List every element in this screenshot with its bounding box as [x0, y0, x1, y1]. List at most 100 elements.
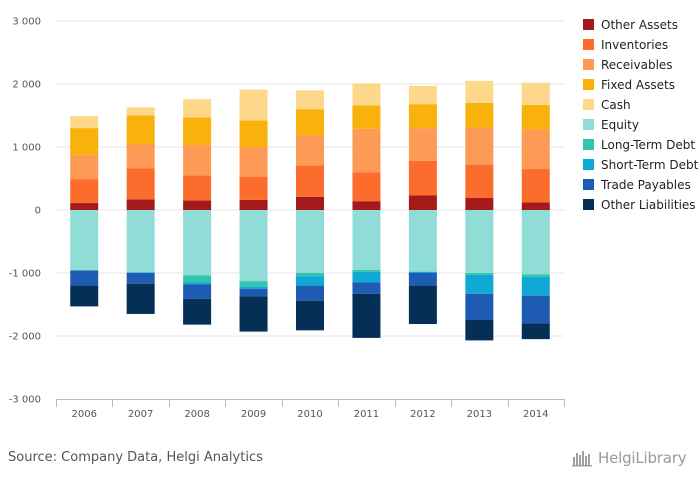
- bar-segment-equity-2006: [70, 210, 99, 271]
- legend-item-long-term-debt[interactable]: Long-Term Debt: [583, 138, 695, 152]
- bar-segment-short-term-debt-2008: [183, 282, 212, 285]
- bar-segment-fixed-assets-2008: [183, 117, 212, 146]
- bar-segment-trade-payables-2008: [183, 284, 212, 299]
- bar-segment-inventories-2009: [239, 176, 268, 200]
- bar-segment-other-assets-2011: [352, 201, 381, 210]
- bar-segment-inventories-2007: [126, 168, 155, 200]
- y-tick-label: 3 000: [12, 17, 41, 28]
- bar-segment-cash-2011: [352, 83, 381, 106]
- bar-segment-fixed-assets-2009: [239, 120, 268, 147]
- bar-segment-receivables-2006: [70, 155, 99, 180]
- bar-segment-trade-payables-2007: [126, 273, 155, 284]
- legend-label: Equity: [601, 118, 639, 132]
- bar-segment-equity-2008: [183, 210, 212, 276]
- bar-segment-fixed-assets-2013: [465, 102, 494, 128]
- legend[interactable]: Other Assets Inventories Receivables Fixed …: [583, 18, 699, 212]
- bar-segment-cash-2010: [296, 90, 324, 110]
- bar-segment-other-assets-2007: [126, 199, 155, 210]
- x-tick-label: 2010: [297, 409, 322, 420]
- bar-segment-receivables-2008: [183, 145, 212, 176]
- bar-segment-equity-2011: [352, 210, 381, 270]
- bar-segment-cash-2014: [521, 82, 550, 105]
- bar-segment-other-liabilities-2013: [465, 319, 494, 341]
- bar-segment-trade-payables-2011: [352, 282, 381, 294]
- bar-segment-receivables-2011: [352, 128, 381, 173]
- legend-swatch: [583, 159, 594, 170]
- legend-item-equity[interactable]: Equity: [583, 118, 639, 132]
- legend-item-inventories[interactable]: Inventories: [583, 38, 668, 52]
- bar-segment-long-term-debt-2009: [239, 281, 268, 287]
- legend-swatch: [583, 99, 594, 110]
- bar-segment-long-term-debt-2008: [183, 275, 212, 283]
- bar-segment-other-assets-2009: [239, 199, 268, 210]
- bar-segment-trade-payables-2009: [239, 288, 268, 297]
- bar-segment-receivables-2010: [296, 135, 324, 166]
- bar-segment-trade-payables-2012: [408, 273, 437, 286]
- bar-segment-equity-2014: [521, 210, 550, 275]
- x-tick-label: 2009: [241, 409, 266, 420]
- bar-segment-fixed-assets-2011: [352, 105, 381, 129]
- x-tick-label: 2011: [354, 409, 379, 420]
- legend-item-cash[interactable]: Cash: [583, 98, 631, 112]
- legend-swatch: [583, 179, 594, 190]
- bar-segment-other-liabilities-2007: [126, 283, 155, 314]
- y-axis-tick-labels: -3 000 -2 000 -1 000 0 1 000 2 000 3 000: [9, 17, 41, 406]
- bar-segment-inventories-2011: [352, 172, 381, 202]
- legend-item-other-assets[interactable]: Other Assets: [583, 18, 678, 32]
- bar-segment-short-term-debt-2012: [408, 271, 437, 273]
- bar-segment-other-liabilities-2014: [521, 323, 550, 340]
- bar-segment-trade-payables-2010: [296, 285, 324, 301]
- x-tick-label: 2008: [184, 409, 209, 420]
- bar-segment-receivables-2014: [521, 129, 550, 170]
- y-tick-label: 2 000: [12, 80, 41, 91]
- bar-segment-trade-payables-2014: [521, 295, 550, 324]
- bar-segment-other-liabilities-2006: [70, 285, 99, 307]
- bar-segment-other-assets-2014: [521, 202, 550, 210]
- x-tick-label: 2007: [128, 409, 153, 420]
- legend-item-trade-payables[interactable]: Trade Payables: [583, 178, 691, 192]
- y-tick-label: 0: [35, 206, 41, 217]
- bar-segment-receivables-2009: [239, 147, 268, 177]
- legend-item-short-term-debt[interactable]: Short-Term Debt: [583, 158, 699, 172]
- bar-segment-equity-2010: [296, 210, 324, 273]
- legend-item-other-liabilities[interactable]: Other Liabilities: [583, 198, 696, 212]
- bar-segment-fixed-assets-2007: [126, 115, 155, 145]
- bar-segment-inventories-2012: [408, 160, 437, 196]
- legend-label: Short-Term Debt: [601, 158, 699, 172]
- x-tick-label: 2014: [523, 409, 548, 420]
- legend-swatch: [583, 139, 594, 150]
- bar-segment-equity-2013: [465, 210, 494, 273]
- legend-swatch: [583, 79, 594, 90]
- bar-segment-other-assets-2010: [296, 196, 324, 210]
- bar-segment-fixed-assets-2014: [521, 104, 550, 130]
- legend-swatch: [583, 59, 594, 70]
- bar-segment-other-assets-2013: [465, 198, 494, 210]
- bar-segment-inventories-2008: [183, 175, 212, 201]
- legend-label: Long-Term Debt: [601, 138, 695, 152]
- bar-segment-equity-2007: [126, 210, 155, 273]
- bar-segment-receivables-2007: [126, 144, 155, 169]
- bar-segment-trade-payables-2013: [465, 293, 494, 320]
- bar-segment-other-assets-2008: [183, 200, 212, 210]
- bar-segment-fixed-assets-2012: [408, 104, 437, 129]
- legend-item-receivables[interactable]: Receivables: [583, 58, 673, 72]
- legend-item-fixed-assets[interactable]: Fixed Assets: [583, 78, 675, 92]
- bar-segment-other-liabilities-2011: [352, 293, 381, 338]
- legend-swatch: [583, 19, 594, 30]
- legend-swatch: [583, 39, 594, 50]
- bar-segment-inventories-2010: [296, 165, 324, 197]
- x-tick-label: 2012: [410, 409, 435, 420]
- x-tick-label: 2006: [71, 409, 96, 420]
- x-axis-tick-labels: 2006 2007 2008 2009 2010 2011 2012 2013 2014: [71, 409, 548, 420]
- bar-segment-other-liabilities-2008: [183, 298, 212, 325]
- bars: [70, 80, 550, 341]
- y-tick-label: -3 000: [9, 395, 41, 406]
- legend-label: Inventories: [601, 38, 668, 52]
- helgi-library-logo-icon: [572, 451, 592, 467]
- bar-segment-long-term-debt-2013: [465, 273, 494, 275]
- brand: HelgiLibrary: [572, 449, 687, 467]
- x-axis: [56, 399, 565, 407]
- legend-label: Fixed Assets: [601, 78, 675, 92]
- bar-segment-receivables-2012: [408, 128, 437, 161]
